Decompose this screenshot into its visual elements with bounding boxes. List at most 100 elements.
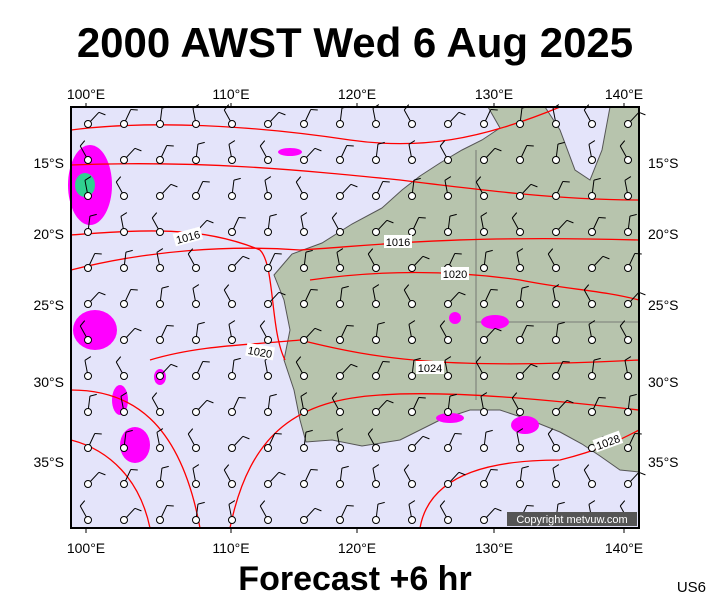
barb-feather xyxy=(458,291,466,296)
station xyxy=(372,300,380,308)
station xyxy=(300,264,308,272)
station xyxy=(372,336,380,344)
barb-feather xyxy=(170,363,178,368)
barb-feather xyxy=(192,464,200,469)
barb-feather xyxy=(629,393,637,397)
station xyxy=(84,336,92,344)
station xyxy=(444,300,452,308)
barb-feather xyxy=(161,465,169,469)
isobar-label-box xyxy=(384,235,412,248)
station xyxy=(192,156,200,164)
barb-feather xyxy=(264,176,272,181)
station xyxy=(228,408,236,416)
barb-feather xyxy=(624,356,632,361)
barb-feather xyxy=(125,249,133,253)
station xyxy=(624,372,632,380)
barb-feather xyxy=(115,176,122,183)
barb-feather xyxy=(223,284,230,291)
barb-feather xyxy=(494,327,502,332)
station xyxy=(552,480,560,488)
lon-label: 130°E xyxy=(475,540,513,556)
barb-feather xyxy=(439,320,446,327)
station xyxy=(408,516,416,524)
station xyxy=(228,516,236,524)
barb-feather xyxy=(377,501,385,505)
barb-feather xyxy=(197,501,205,505)
station xyxy=(336,516,344,524)
isobar-label: 1020 xyxy=(443,269,467,281)
station xyxy=(516,444,524,452)
barb-feather xyxy=(588,500,596,505)
station xyxy=(264,372,272,380)
map-area: Copyright metvuw.com 1016 101610201020102… xyxy=(68,104,646,529)
station xyxy=(120,408,128,416)
station xyxy=(516,228,524,236)
barb-feather xyxy=(624,176,632,181)
wind-barbs xyxy=(79,104,646,524)
lat-label: 20°S xyxy=(648,226,679,242)
station xyxy=(552,228,560,236)
barb-feather xyxy=(372,284,380,289)
station xyxy=(228,192,236,200)
barb-feather xyxy=(475,356,482,363)
barb-feather xyxy=(552,284,560,289)
isobar-label: 1016 xyxy=(386,237,410,249)
station xyxy=(120,372,128,380)
station xyxy=(84,444,92,452)
barb-feather xyxy=(278,471,286,476)
lon-label: 130°E xyxy=(475,86,513,102)
station xyxy=(192,120,200,128)
station xyxy=(444,408,452,416)
station xyxy=(336,372,344,380)
barb-feather xyxy=(408,500,416,505)
station xyxy=(588,480,596,488)
station xyxy=(192,480,200,488)
station xyxy=(120,264,128,272)
station xyxy=(228,372,236,380)
station xyxy=(624,408,632,416)
station xyxy=(336,480,344,488)
station xyxy=(552,264,560,272)
station xyxy=(372,444,380,452)
barb-feather xyxy=(98,111,106,116)
station xyxy=(120,480,128,488)
barb-feather xyxy=(331,392,338,399)
station xyxy=(156,228,164,236)
station xyxy=(372,516,380,524)
station xyxy=(408,156,416,164)
isobar-label-box xyxy=(416,361,444,374)
barb-feather xyxy=(79,140,86,147)
code: US6 xyxy=(677,579,706,596)
lat-label: 30°S xyxy=(648,374,679,390)
barb-feather xyxy=(475,176,482,183)
station xyxy=(264,480,272,488)
barb-feather xyxy=(187,248,194,255)
station xyxy=(84,408,92,416)
lat-label: 35°S xyxy=(33,454,64,470)
station xyxy=(120,300,128,308)
station xyxy=(408,228,416,236)
station xyxy=(228,300,236,308)
barb-feather xyxy=(413,177,421,181)
barb-feather xyxy=(516,428,524,433)
barb-feather xyxy=(485,429,493,433)
barb-feather xyxy=(511,392,518,399)
station xyxy=(156,300,164,308)
station xyxy=(156,516,164,524)
barb-feather xyxy=(336,428,344,433)
barb-feather xyxy=(197,321,205,325)
isobar-label-box xyxy=(592,430,624,453)
lon-label: 120°E xyxy=(338,540,376,556)
barb-feather xyxy=(156,428,164,433)
barb-feather xyxy=(530,183,538,188)
station xyxy=(480,516,488,524)
station xyxy=(408,408,416,416)
station xyxy=(408,480,416,488)
station xyxy=(588,336,596,344)
barb-feather xyxy=(269,393,277,397)
station xyxy=(480,408,488,416)
barb-feather xyxy=(156,248,164,253)
barb-feather xyxy=(151,392,158,399)
station xyxy=(480,228,488,236)
